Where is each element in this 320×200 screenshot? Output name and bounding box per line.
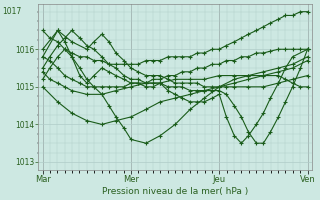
X-axis label: Pression niveau de la mer( hPa ): Pression niveau de la mer( hPa ) bbox=[102, 187, 248, 196]
Text: 1017: 1017 bbox=[3, 7, 22, 16]
